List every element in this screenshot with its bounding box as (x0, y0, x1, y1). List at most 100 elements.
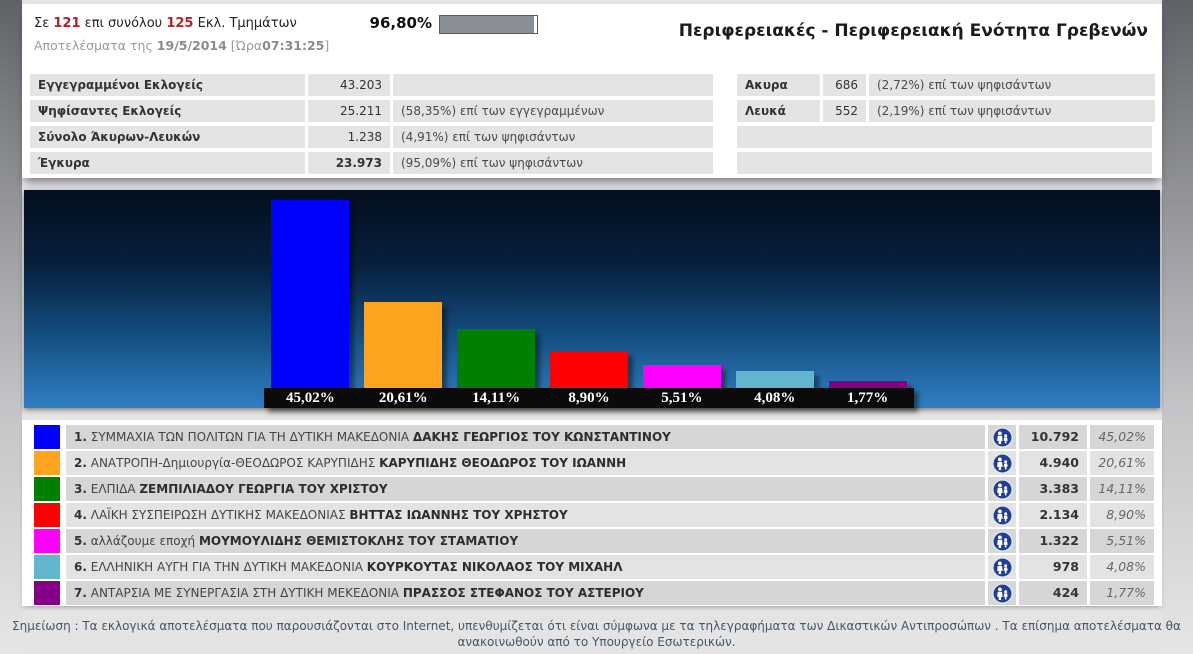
stat-value: 552 (823, 100, 866, 122)
bar-value-label: 5,51% (661, 390, 703, 406)
bar-value-label: 1,77% (846, 390, 889, 406)
party-color-chip (34, 503, 60, 527)
candidate-name: ΔΑΚΗΣ ΓΕΩΡΓΙΟΣ ΤΟΥ ΚΩΝΣΤΑΝΤΙΝΟΥ (412, 430, 671, 444)
percent-strip: 45,02% 20,61% 14,11% 8,90% 5,51% 4,08% 1… (264, 388, 914, 408)
reporting-prefix: Σε (34, 16, 50, 31)
candidate-votes: 424 (1019, 581, 1087, 605)
stat-note: (58,35%) επί των εγγεγραμμένων (393, 100, 713, 122)
candidate-votes: 3.383 (1019, 477, 1087, 501)
candidate-percent: 5,51% (1090, 529, 1154, 553)
party-color-chip (34, 555, 60, 579)
stat-empty-cell (737, 126, 1152, 148)
stat-label: Σύνολο Άκυρων-Λευκών (30, 126, 305, 148)
stat-value: 25.211 (308, 100, 390, 122)
candidate-votes: 4.940 (1019, 451, 1087, 475)
stats-row-empty (737, 126, 1155, 148)
candidate-name: ΚΟΥΡΚΟΥΤΑΣ ΝΙΚΟΛΑΟΣ ΤΟΥ ΜΙΧΑΗΛ (366, 560, 623, 574)
candidate-percent: 8,90% (1090, 503, 1154, 527)
candidates-people-button[interactable] (988, 503, 1016, 527)
party-name: ΣΥΜΜΑΧΙΑ ΤΩΝ ΠΟΛΙΤΩΝ ΓΙΑ ΤΗ ΔΥΤΙΚΗ ΜΑΚΕΔ… (90, 430, 410, 444)
header-panel: Σε 121 επι συνόλου 125 Εκλ. Τμημάτων 96,… (22, 4, 1162, 178)
content-column: Σε 121 επι συνόλου 125 Εκλ. Τμημάτων 96,… (22, 0, 1162, 654)
results-date: 19/5/2014 (156, 38, 227, 53)
party-name: ΑΝΑΤΡΟΠΗ-Δημιουργία-ΘΕΟΔΩΡΟΣ ΚΑΡΥΠΙΔΗΣ (90, 456, 376, 470)
stat-value: 686 (823, 74, 866, 96)
stat-value: 1.238 (308, 126, 390, 148)
reporting-sections-line: Σε 121 επι συνόλου 125 Εκλ. Τμημάτων (34, 16, 297, 31)
stats-row-invalid-blank: Σύνολο Άκυρων-Λευκών 1.238 (4,91%) επί τ… (30, 126, 713, 148)
candidate-rank: 5. (74, 534, 87, 548)
candidates-list-panel: 1. ΣΥΜΜΑΧΙΑ ΤΩΝ ΠΟΛΙΤΩΝ ΓΙΑ ΤΗ ΔΥΤΙΚΗ ΜΑ… (22, 420, 1162, 606)
stat-label: Εγγεγραμμένοι Εκλογείς (30, 74, 305, 96)
candidates-people-button[interactable] (988, 555, 1016, 579)
people-icon (991, 530, 1013, 552)
candidate-percent: 20,61% (1090, 451, 1154, 475)
stat-label: Ακυρα (737, 74, 820, 96)
candidate-votes: 2.134 (1019, 503, 1087, 527)
results-prefix: Αποτελέσματα της (34, 38, 153, 53)
candidate-rank: 4. (74, 508, 87, 522)
stats-row-registered: Εγγεγραμμένοι Εκλογείς 43.203 (30, 74, 713, 96)
stat-note: (95,09%) επί των ψηφισάντων (393, 152, 713, 174)
bar-value-label: 8,90% (568, 390, 610, 406)
bar-value-label: 45,02% (286, 390, 335, 406)
candidate-name: ΜΟΥΜΟΥΛΙΔΗΣ ΘΕΜΙΣΤΟΚΛΗΣ ΤΟΥ ΣΤΑΜΑΤΙΟΥ (198, 534, 519, 548)
stat-label: Έγκυρα (30, 152, 305, 174)
candidate-row: 1. ΣΥΜΜΑΧΙΑ ΤΩΝ ΠΟΛΙΤΩΝ ΓΙΑ ΤΗ ΔΥΤΙΚΗ ΜΑ… (34, 425, 1154, 449)
stat-value: 43.203 (308, 74, 390, 96)
people-icon (991, 582, 1013, 604)
stat-value: 23.973 (308, 152, 390, 174)
bar-value-label: 4,08% (754, 390, 796, 406)
stat-empty-cell (737, 152, 1152, 174)
percent-reporting: 96,80% (369, 14, 432, 32)
bar (550, 351, 628, 388)
stat-note: (2,19%) επί των ψηφισάντων (869, 100, 1155, 122)
party-name: ΛΑΪΚΗ ΣΥΣΠΕΙΡΩΣΗ ΔΥΤΙΚΗΣ ΜΑΚΕΔΟΝΙΑΣ (90, 508, 346, 522)
people-icon (991, 504, 1013, 526)
bar (735, 371, 814, 388)
candidate-percent: 45,02% (1090, 425, 1154, 449)
stats-row-invalid: Ακυρα 686 (2,72%) επί των ψηφισάντων (737, 74, 1155, 96)
candidates-people-button[interactable] (988, 477, 1016, 501)
stat-label: Ψηφίσαντες Εκλογείς (30, 100, 305, 122)
candidates-people-button[interactable] (988, 581, 1016, 605)
people-icon (991, 426, 1013, 448)
bars-area (264, 192, 914, 388)
bar (457, 329, 536, 388)
candidate-votes: 1.322 (1019, 529, 1087, 553)
candidates-people-button[interactable] (988, 451, 1016, 475)
reporting-progress-bar (439, 15, 538, 34)
people-icon (991, 452, 1013, 474)
candidate-row: 2. ΑΝΑΤΡΟΠΗ-Δημιουργία-ΘΕΟΔΩΡΟΣ ΚΑΡΥΠΙΔΗ… (34, 451, 1154, 475)
candidate-name: ΠΡΑΣΣΟΣ ΣΤΕΦΑΝΟΣ ΤΟΥ ΑΣΤΕΡΙΟΥ (402, 586, 644, 600)
stat-note: (2,72%) επί των ψηφισάντων (869, 74, 1155, 96)
candidate-rank: 2. (74, 456, 87, 470)
candidate-row: 6. ΕΛΛΗΝΙΚΗ ΑΥΓΗ ΓΙΑ ΤΗΝ ΔΥΤΙΚΗ ΜΑΚΕΔΟΝΙ… (34, 555, 1154, 579)
results-bar-chart: 45,02% 20,61% 14,11% 8,90% 5,51% 4,08% 1… (24, 190, 1160, 408)
candidates-people-button[interactable] (988, 425, 1016, 449)
candidate-percent: 1,77% (1090, 581, 1154, 605)
candidates-people-button[interactable] (988, 529, 1016, 553)
candidate-rank: 1. (74, 430, 87, 444)
party-name: ΕΛΠΙΔΑ (90, 482, 136, 496)
candidate-name: ΖΕΜΠΙΛΙΑΔΟΥ ΓΕΩΡΓΙΑ ΤΟΥ ΧΡΙΣΤΟΥ (139, 482, 388, 496)
candidate-row: 7. ΑΝΤΑΡΣΙΑ ΜΕ ΣΥΝΕΡΓΑΣΙΑ ΣΤΗ ΔΥΤΙΚΗ ΜΕΚ… (34, 581, 1154, 605)
page-title: Περιφερειακές - Περιφερειακή Ενότητα Γρε… (678, 21, 1148, 41)
bar-value-label: 20,61% (378, 390, 428, 406)
candidate-percent: 4,08% (1090, 555, 1154, 579)
stats-row-blank: Λευκά 552 (2,19%) επί των ψηφισάντων (737, 100, 1155, 122)
bar (642, 365, 721, 388)
bar (828, 381, 907, 388)
party-color-chip (34, 581, 60, 605)
reporting-progress-fill (440, 16, 534, 33)
party-name: ΑΝΤΑΡΣΙΑ ΜΕ ΣΥΝΕΡΓΑΣΙΑ ΣΤΗ ΔΥΤΙΚΗ ΜΕΚΕΔΟ… (90, 586, 399, 600)
people-icon (991, 556, 1013, 578)
reporting-count: 121 (53, 16, 81, 31)
candidate-name: ΒΗΤΤΑΣ ΙΩΑΝΝΗΣ ΤΟΥ ΧΡΗΣΤΟΥ (349, 508, 568, 522)
stat-label: Λευκά (737, 100, 820, 122)
party-color-chip (34, 529, 60, 553)
candidate-votes: 978 (1019, 555, 1087, 579)
candidate-row: 3. ΕΛΠΙΔΑ ΖΕΜΠΙΛΙΑΔΟΥ ΓΕΩΡΓΙΑ ΤΟΥ ΧΡΙΣΤΟ… (34, 477, 1154, 501)
candidate-votes: 10.792 (1019, 425, 1087, 449)
candidate-rank: 6. (74, 560, 87, 574)
